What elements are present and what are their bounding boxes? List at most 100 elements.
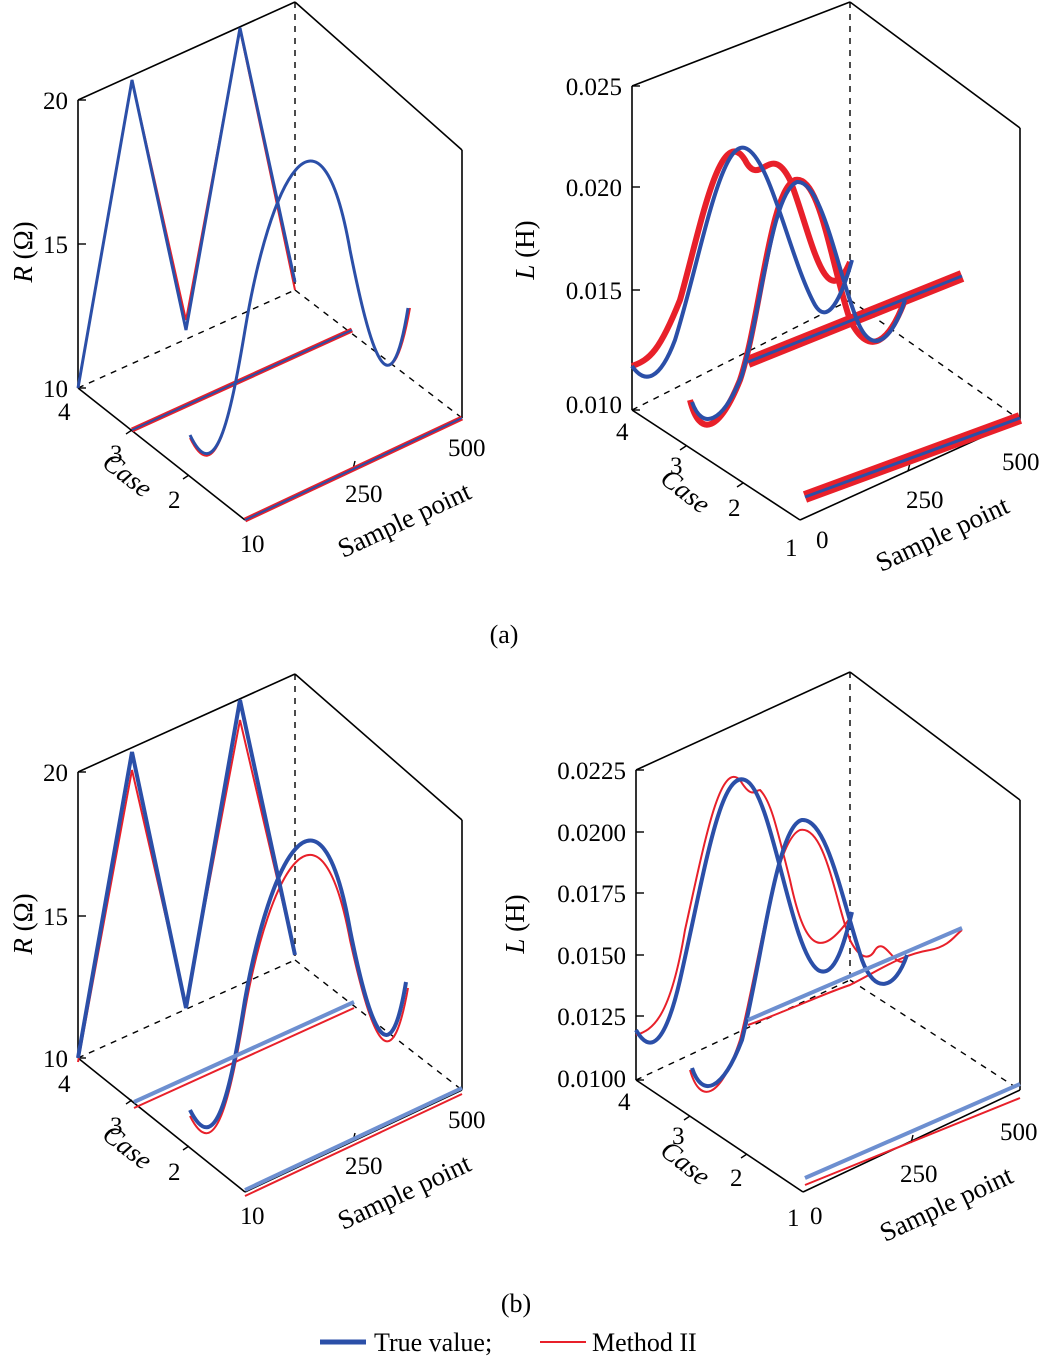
case-tick: 2 [168, 1159, 181, 1186]
case-tick: 4 [58, 399, 71, 426]
case-tick: 3 [670, 453, 683, 480]
true-case2 [747, 926, 963, 1022]
true-case4 [76, 699, 297, 1059]
true-case1 [244, 1086, 463, 1192]
series-true [76, 699, 463, 1192]
sample-tick: 250 [900, 1161, 938, 1188]
z-tick: 15 [43, 232, 68, 259]
case-tick: 1 [787, 1205, 800, 1232]
case-tick-labels: 1 2 3 4 [616, 419, 798, 562]
method-case1 [244, 1093, 463, 1197]
tick-marks [632, 85, 911, 488]
true-case2 [747, 274, 963, 364]
panel-caption-a: (a) [490, 620, 519, 649]
sample-tick: 500 [1002, 449, 1040, 476]
sample-tick: 500 [448, 435, 486, 462]
z-tick: 15 [43, 904, 68, 931]
z-tick-labels: 0.0225 0.0200 0.0175 0.0150 0.0125 0.010… [557, 758, 626, 1093]
method-case4 [77, 719, 296, 1063]
case-tick-labels: 1 2 3 4 [618, 1089, 800, 1232]
case-tick: 3 [110, 441, 123, 468]
axes-box [635, 671, 1021, 1193]
sample-tick-labels: 0 250 500 [252, 1107, 486, 1230]
case-tick: 1 [785, 535, 798, 562]
z-axis-label: L (H) [510, 220, 540, 280]
method-case3 [189, 853, 409, 1134]
case-tick: 2 [730, 1165, 743, 1192]
z-tick-labels: 0.025 0.020 0.015 0.010 [566, 74, 622, 419]
series-method [630, 148, 1023, 503]
tick-marks [636, 769, 914, 1159]
z-axis-label: R (Ω) [8, 221, 38, 283]
axes-box [77, 1, 463, 521]
plot-b-resistance: 20 15 10 1 2 3 4 0 250 500 R (Ω) Case Sa… [8, 673, 486, 1236]
true-case1 [804, 1082, 1021, 1180]
case-tick: 2 [168, 487, 181, 514]
case-tick: 4 [616, 419, 629, 446]
sample-tick-labels: 0 250 500 [252, 435, 486, 558]
z-tick: 20 [43, 760, 68, 787]
true-case1 [244, 417, 463, 521]
series-true [634, 777, 1021, 1180]
method-case3 [189, 160, 411, 457]
z-axis-label: L (H) [500, 894, 530, 954]
legend-true-label: True value; [374, 1328, 492, 1357]
true-case2 [133, 1000, 355, 1104]
z-axis-label: R (Ω) [8, 893, 38, 955]
z-tick: 0.020 [566, 175, 622, 202]
true-case4 [634, 777, 854, 1045]
z-tick: 20 [43, 88, 68, 115]
sample-tick: 0 [252, 1203, 265, 1230]
method-case4 [630, 148, 853, 369]
case-tick: 3 [110, 1113, 123, 1140]
z-tick: 10 [43, 1046, 68, 1073]
method-case3 [689, 828, 906, 1093]
series-method [635, 776, 1021, 1186]
case-axis-label: Case [97, 1118, 158, 1175]
z-tick: 0.0175 [557, 881, 626, 908]
z-tick: 0.010 [566, 392, 622, 419]
case-tick: 4 [58, 1071, 71, 1098]
z-tick: 0.0150 [557, 943, 626, 970]
sample-axis-label: Sample point [875, 1160, 1018, 1248]
sample-tick-labels: 0 250 500 [816, 449, 1040, 554]
case-axis-label: Case [97, 446, 158, 503]
plot-a-resistance: 20 15 10 1 2 3 4 0 250 500 R (Ω) Case Sa… [8, 1, 486, 564]
z-tick-labels: 20 15 10 [43, 760, 68, 1073]
series-true [630, 145, 1021, 499]
true-case3 [690, 180, 907, 421]
z-tick: 0.025 [566, 74, 622, 101]
method-case2 [133, 1007, 355, 1109]
case-tick: 1 [240, 531, 253, 558]
sample-tick: 250 [906, 487, 944, 514]
plot-b-inductance: 0.0225 0.0200 0.0175 0.0150 0.0125 0.010… [500, 671, 1038, 1248]
series-true [76, 27, 463, 521]
case-tick-labels: 1 2 3 4 [58, 399, 253, 558]
true-case3 [690, 818, 909, 1088]
true-case4 [630, 145, 854, 379]
true-case1 [804, 416, 1021, 499]
method-case2 [747, 929, 963, 1026]
sample-tick: 0 [810, 1203, 823, 1230]
case-axis-label: Case [655, 462, 716, 519]
case-tick: 3 [672, 1123, 685, 1150]
z-tick: 0.0225 [557, 758, 626, 785]
sample-tick: 500 [448, 1107, 486, 1134]
method-case1 [804, 1097, 1021, 1186]
sample-tick: 0 [252, 531, 265, 558]
sample-tick: 500 [1000, 1119, 1038, 1146]
sample-tick: 250 [345, 481, 383, 508]
true-case2 [131, 329, 353, 431]
case-tick: 2 [728, 495, 741, 522]
case-tick: 1 [240, 1203, 253, 1230]
sample-tick-labels: 0 250 500 [810, 1119, 1038, 1230]
legend: True value; Method II [320, 1328, 697, 1357]
method-case3 [687, 176, 908, 428]
case-tick: 4 [618, 1089, 631, 1116]
true-case4 [76, 27, 297, 389]
true-case3 [188, 159, 410, 455]
case-tick-labels: 1 2 3 4 [58, 1071, 253, 1230]
legend-method-label: Method II [592, 1328, 697, 1357]
z-tick: 0.015 [566, 278, 622, 305]
